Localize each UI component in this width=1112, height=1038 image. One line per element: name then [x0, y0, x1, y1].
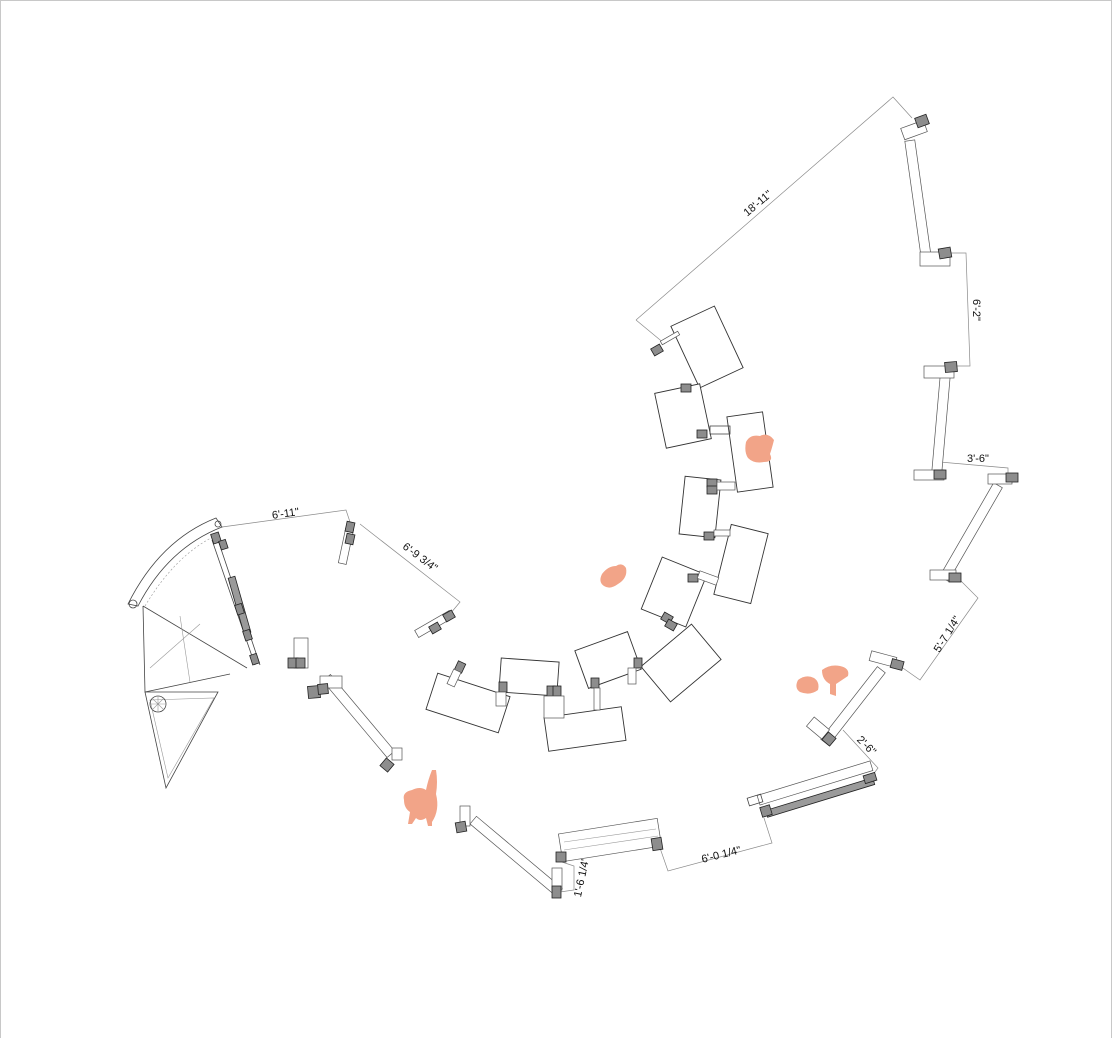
- table: [640, 623, 722, 703]
- table: [425, 672, 511, 734]
- dim-label-2-6: 2'-6": [854, 734, 878, 758]
- dimension-labels: 18'-11" 6'-2" 3'-6" 5'-7 1/4" 2'-6" 6'-0…: [271, 188, 989, 898]
- barrier-right-top: [900, 113, 953, 267]
- dim-label-3-6: 3'-6": [967, 453, 989, 465]
- barrier-left-mid: [414, 609, 456, 638]
- table: [654, 383, 712, 449]
- table: [713, 523, 769, 605]
- dim-label-6-0-1-4: 6'-0 1/4": [700, 844, 742, 865]
- barrier-left-upper: [337, 520, 356, 565]
- table: [543, 706, 627, 752]
- barrier-left-small: [287, 637, 309, 669]
- barrier-right-lower: [805, 650, 905, 747]
- cat-silhouette-icon: [600, 564, 627, 588]
- dim-label-6-9-3-4: 6'-9 3/4": [400, 541, 439, 575]
- dim-label-5-7-1-4: 5'-7 1/4": [932, 614, 964, 655]
- table: [670, 305, 744, 389]
- table: [498, 657, 560, 697]
- table: [574, 631, 642, 689]
- dim-label-6-2: 6'-2": [970, 299, 982, 321]
- barrier-bottom-left: [454, 805, 563, 899]
- bench-right-bottom: [746, 760, 878, 818]
- cat-silhouette-icon: [822, 665, 849, 696]
- entry-door-assembly: [127, 517, 261, 790]
- cat-silhouette-icon: [745, 434, 774, 463]
- dim-label-1-6-1-4: 1'-6 1/4": [572, 856, 592, 898]
- table-cluster: [425, 305, 774, 752]
- dim-label-6-11: 6'-11": [271, 506, 300, 522]
- barrier-left-diagonal: [307, 673, 403, 773]
- cat-silhouette-icon: [796, 676, 819, 694]
- dimension-lines: [221, 96, 1009, 893]
- cat-silhouette-icon: [403, 770, 438, 826]
- barrier-right-upper: [913, 361, 958, 481]
- barrier-right-mid: [929, 472, 1019, 583]
- table: [640, 556, 708, 628]
- barrier-bottom-center: [555, 817, 664, 863]
- cat-silhouettes: [403, 434, 849, 826]
